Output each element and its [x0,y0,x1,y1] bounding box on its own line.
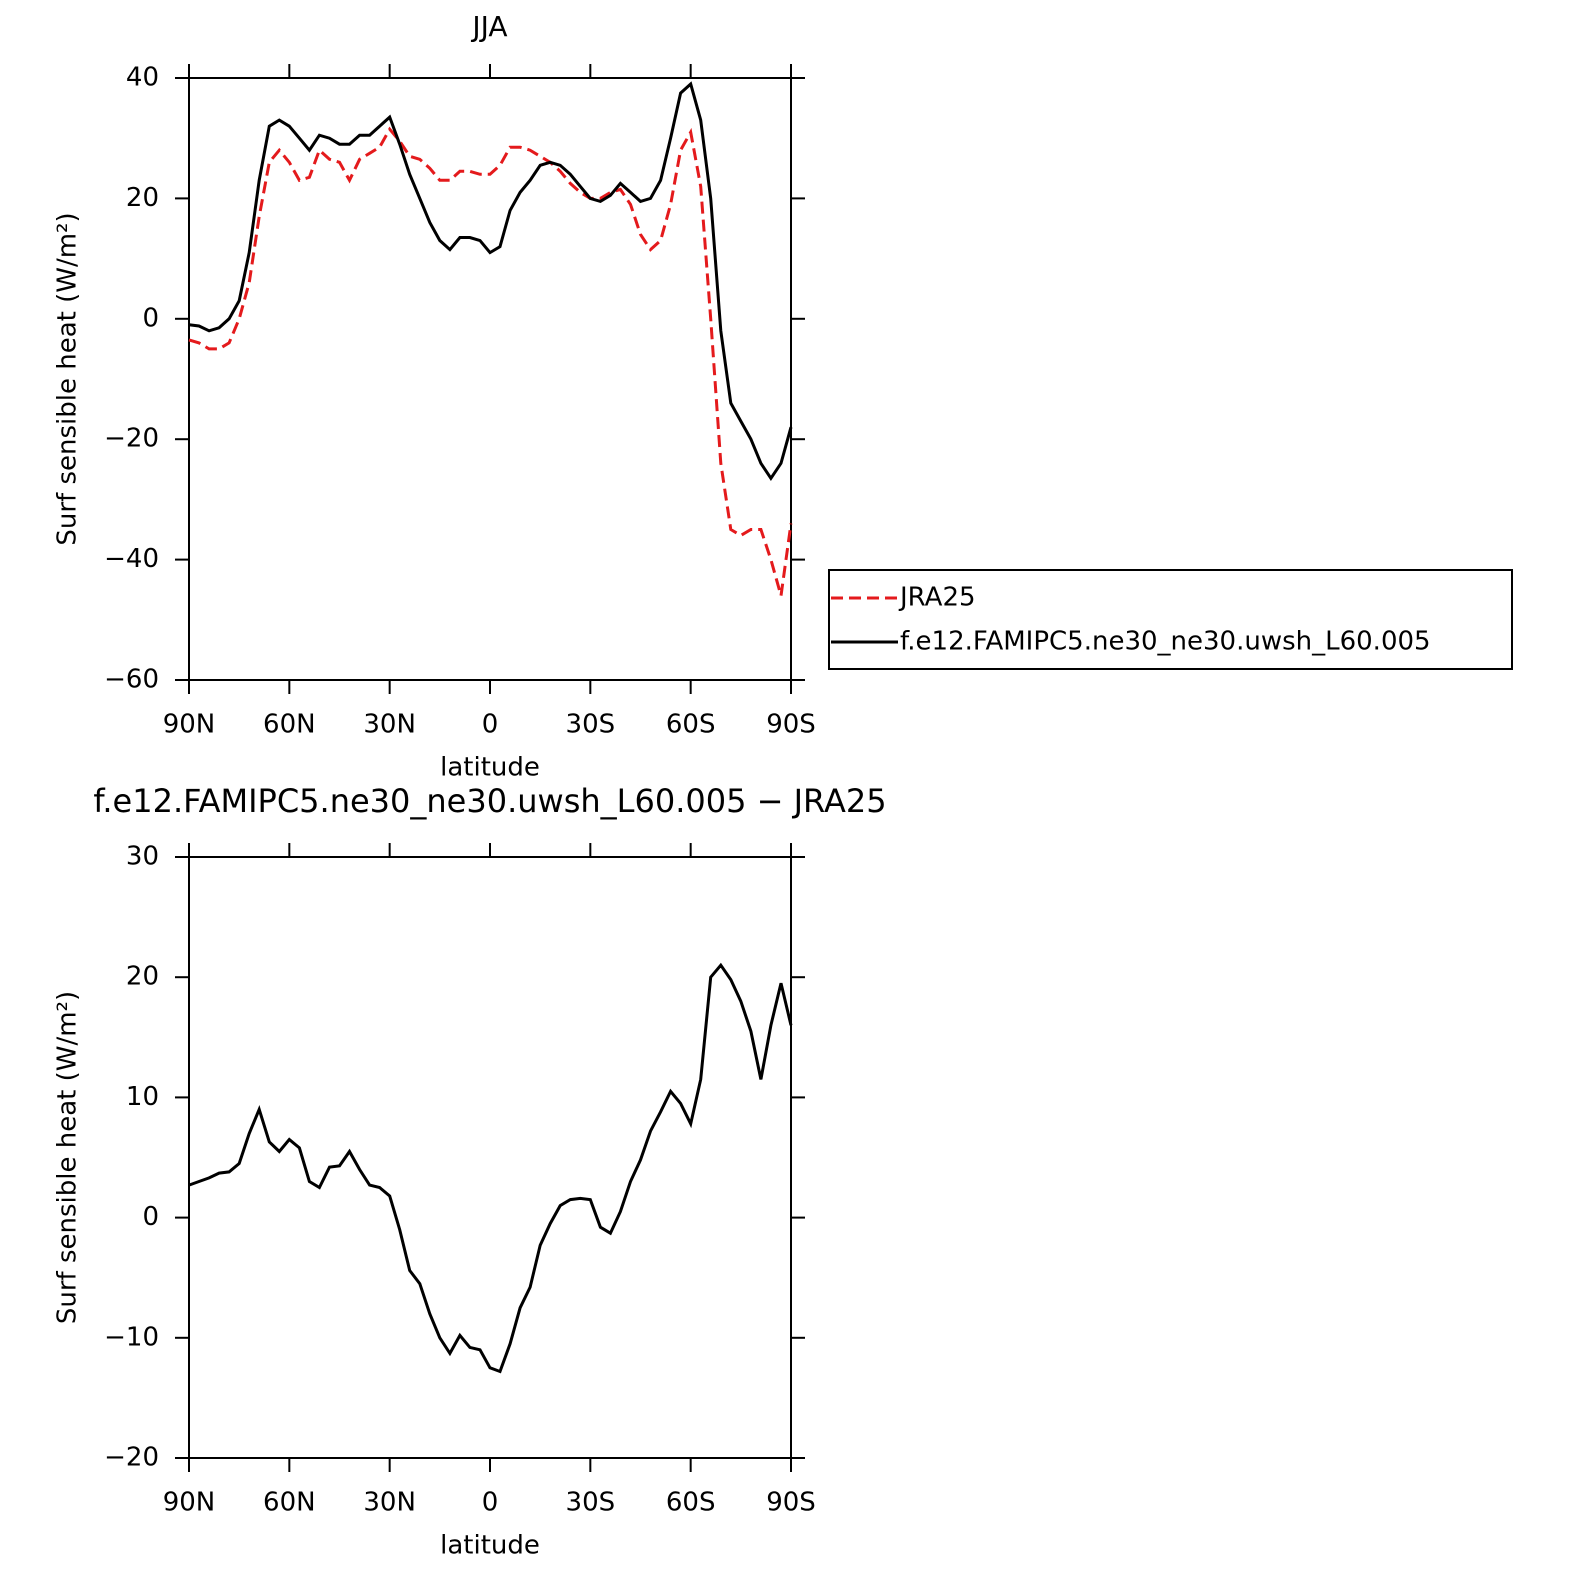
y-tick-label: 0 [142,1202,159,1232]
x-tick-label: 30S [566,710,616,740]
plot-frame [188,77,792,681]
x-tick-label: 90N [163,1488,216,1518]
y-tick-label: 10 [126,1082,159,1112]
y-tick-label: 40 [126,63,159,93]
x-tick-label: 90N [163,710,216,740]
y-axis-label: Surf sensible heat (W/m²) [53,991,83,1324]
data-line [188,81,793,481]
x-axis-label: latitude [440,1531,540,1561]
legend-box [828,569,1513,670]
y-tick-label: 20 [126,183,159,213]
x-tick-label: 0 [482,710,499,740]
x-tick-label: 90S [766,1488,816,1518]
y-axis-label: Surf sensible heat (W/m²) [53,212,83,545]
y-tick-label: 30 [126,842,159,872]
y-tick-label: −20 [104,424,159,454]
x-tick-label: 0 [482,1488,499,1518]
legend-label: JRA25 [898,583,976,613]
x-tick-label: 90S [766,710,816,740]
legend-label: f.e12.FAMIPC5.ne30_ne30.uwsh_L60.005 [900,627,1431,657]
x-tick-label: 60S [666,710,716,740]
x-tick-label: 30S [566,1488,616,1518]
x-tick-label: 60N [263,710,316,740]
x-tick-label: 30N [363,1488,416,1518]
x-tick-label: 60N [263,1488,316,1518]
chart-title: JJA [470,10,507,43]
chart-title: f.e12.FAMIPC5.ne30_ne30.uwsh_L60.005 − J… [93,782,886,820]
data-line [188,126,793,597]
y-tick-label: 20 [126,962,159,992]
data-line [188,962,793,1374]
y-tick-label: −20 [104,1443,159,1473]
x-axis-label: latitude [440,753,540,783]
y-tick-label: −10 [104,1322,159,1352]
y-tick-label: −60 [104,665,159,695]
x-tick-label: 30N [363,710,416,740]
y-tick-label: −40 [104,544,159,574]
x-tick-label: 60S [666,1488,716,1518]
y-tick-label: 0 [142,303,159,333]
